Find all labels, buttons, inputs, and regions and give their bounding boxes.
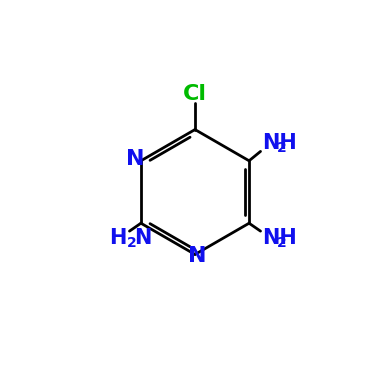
- Text: Cl: Cl: [183, 84, 207, 104]
- Text: 2: 2: [127, 236, 137, 250]
- Text: 2: 2: [277, 236, 287, 250]
- Text: N: N: [126, 149, 145, 169]
- Text: N: N: [188, 246, 206, 266]
- Text: NH: NH: [262, 133, 297, 153]
- Text: 2: 2: [277, 141, 287, 155]
- Text: N: N: [134, 228, 151, 248]
- Text: NH: NH: [262, 228, 297, 248]
- Text: H: H: [110, 228, 127, 248]
